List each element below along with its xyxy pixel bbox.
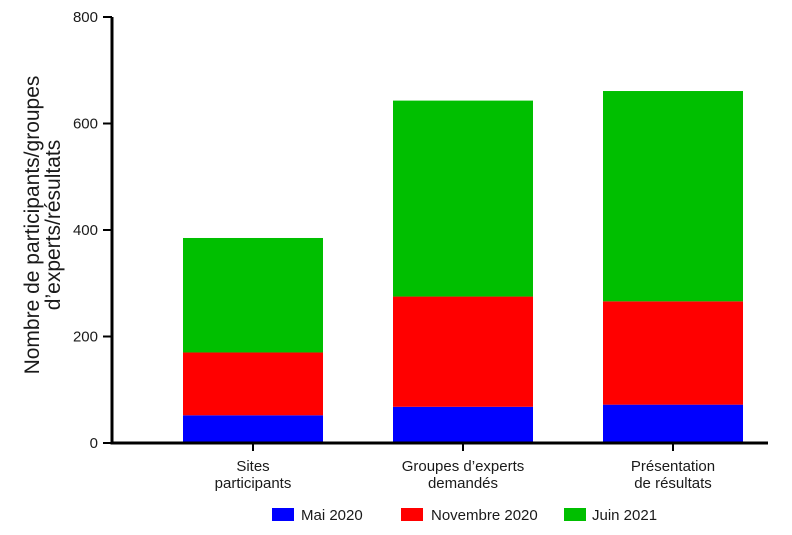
bar-3-series-3: [603, 91, 743, 302]
bar-1-series-1: [183, 415, 323, 443]
legend-label-1: Mai 2020: [301, 507, 363, 524]
y-tick-label-600: 600: [73, 116, 98, 133]
bar-3-series-1: [603, 404, 743, 443]
x-tick-label-2: Groupes d’experts demandés: [402, 458, 525, 492]
bar-3-series-2: [603, 301, 743, 405]
y-tick-label-400: 400: [73, 222, 98, 239]
bar-2-series-3: [393, 100, 533, 297]
legend-item-2[interactable]: Novembre 2020: [401, 507, 538, 524]
bar-1-series-2: [183, 352, 323, 416]
bar-2-series-1: [393, 406, 533, 443]
y-tick-label-0: 0: [90, 435, 98, 452]
y-tick-label-800: 800: [73, 9, 98, 26]
bar-1-series-3: [183, 237, 323, 353]
x-tick-label-1: Sites participants: [215, 458, 292, 492]
legend-label-2: Novembre 2020: [431, 507, 538, 524]
legend-item-1[interactable]: Mai 2020: [272, 507, 363, 524]
legend-item-3[interactable]: Juin 2021: [564, 507, 657, 524]
bar-2-series-2: [393, 296, 533, 407]
bars: [183, 91, 743, 443]
legend-label-3: Juin 2021: [592, 507, 657, 524]
x-axis-labels: Sites participants Groupes d’experts demand…: [215, 458, 715, 492]
y-tick-label-200: 200: [73, 329, 98, 346]
y-axis-title: Nombre de participants/groupesd’experts/…: [21, 76, 65, 375]
legend-swatch-3: [564, 508, 586, 521]
legend-swatch-1: [272, 508, 294, 521]
x-tick-label-3: Présentation de résultats: [631, 458, 715, 492]
y-axis-title-text: Nombre de participants/groupesd’experts/…: [21, 76, 65, 375]
y-ticks: 0 200 400 600 800: [73, 9, 112, 452]
legend[interactable]: Mai 2020 Novembre 2020 Juin 2021: [272, 507, 657, 524]
legend-swatch-2: [401, 508, 423, 521]
